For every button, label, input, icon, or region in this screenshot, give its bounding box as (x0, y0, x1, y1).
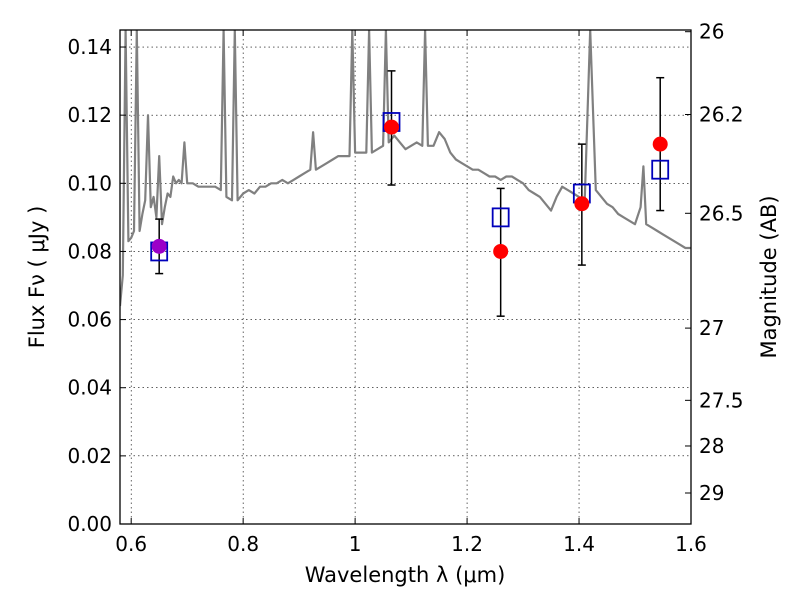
y-tick-label: 0.12 (67, 103, 112, 127)
ticks: 0.6 0.8 1 1.2 1.4 1.6 0.00 0.02 0.04 0.06 0.08 0.10… (67, 20, 743, 556)
x-tick-label: 1.2 (451, 532, 483, 556)
plot-frame (119, 29, 692, 525)
plot-area (120, 30, 691, 524)
y-tick-label: 0.04 (67, 376, 112, 400)
observed-point (493, 243, 509, 259)
observed-point (151, 238, 167, 254)
y-axis-label: Flux Fν ( μJy ) (25, 206, 49, 349)
model-square (651, 159, 670, 180)
observed-point (574, 196, 590, 212)
y2-tick-label: 26 (699, 20, 724, 44)
y-tick-label: 0.02 (67, 444, 112, 468)
observed-point (384, 119, 400, 135)
y2-tick-label: 27.5 (699, 388, 744, 412)
x-tick-label: 0.8 (227, 532, 259, 556)
y2-tick-label: 28 (699, 434, 724, 458)
y-tick-label: 0.10 (67, 171, 112, 195)
y2-axis-label: Magnitude (AB) (757, 195, 781, 358)
x-tick-label: 1.6 (675, 532, 707, 556)
y2-tick-label: 27 (699, 316, 724, 340)
y2-tick-label: 26.2 (699, 102, 744, 126)
model-square (491, 207, 510, 228)
x-tick-label: 0.6 (115, 532, 147, 556)
y-tick-label: 0.08 (67, 239, 112, 263)
observed-point (652, 136, 668, 152)
x-axis-label: Wavelength λ (μm) (305, 563, 506, 587)
y2-tick-label: 29 (699, 481, 724, 505)
data-layer (120, 30, 691, 317)
y-tick-label: 0.06 (67, 308, 112, 332)
y-tick-label: 0.14 (67, 35, 112, 59)
x-tick-label: 1.4 (563, 532, 595, 556)
y-tick-label: 0.00 (67, 512, 112, 536)
x-tick-label: 1 (349, 532, 362, 556)
y2-tick-label: 26.5 (699, 201, 744, 225)
